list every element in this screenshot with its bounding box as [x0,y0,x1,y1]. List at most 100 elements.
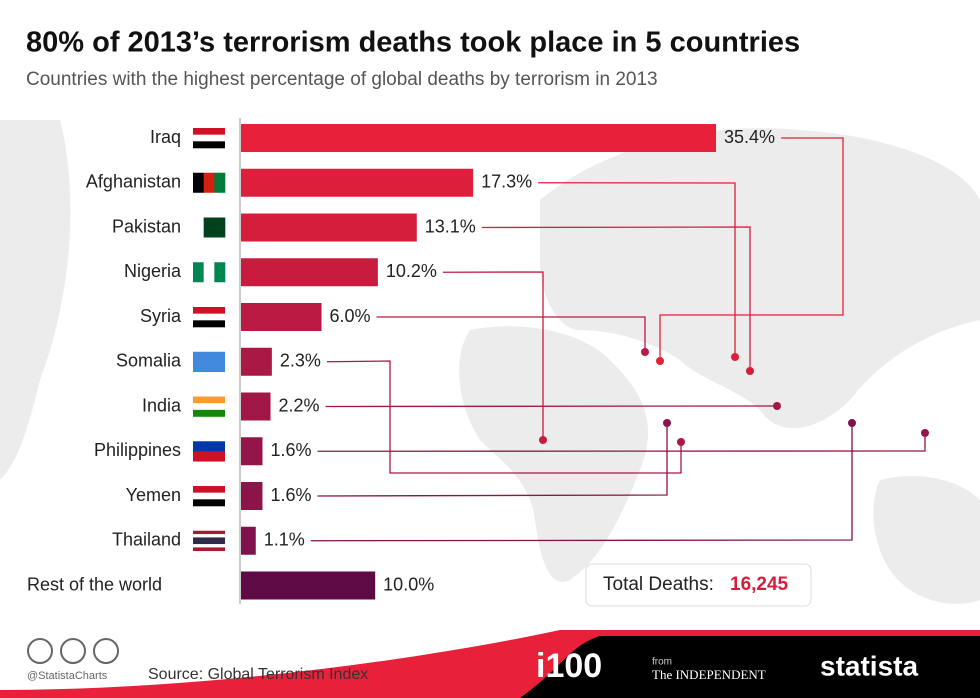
connector-line [376,316,646,352]
flag-stripe [193,537,225,542]
value-label: 1.1% [264,530,305,550]
value-label: 10.0% [383,574,434,594]
flag-stripe [193,403,225,411]
flag-stripe [203,262,215,283]
category-label: Thailand [112,530,181,550]
flag-stripe [193,544,225,548]
category-label: Syria [140,306,182,326]
brand-i100: i100 [536,647,602,685]
chart-subtitle: Countries with the highest percentage of… [26,69,658,90]
connector-line [659,137,844,361]
connector-line [310,423,853,542]
flag [193,128,225,149]
flag-stripe [193,530,225,535]
flag-stripe [193,358,225,366]
map-dot [921,429,929,437]
flag-stripe [214,262,226,283]
flag-stripe [193,409,225,417]
flag-stripe [193,172,204,193]
value-label: 1.6% [270,440,311,460]
bar [241,258,378,287]
world-map-background [0,120,980,604]
flag-stripe [193,492,225,500]
value-label: 6.0% [330,306,371,326]
bar [241,571,376,600]
value-label: 10.2% [386,261,437,281]
brand-from: from [652,657,672,668]
brand-statista: statista [820,650,918,681]
category-label: Rest of the world [27,574,162,594]
total-value: 16,245 [730,574,789,595]
flag-stripe [193,262,204,283]
connector-line [325,405,778,408]
category-label: India [142,395,182,415]
value-label: 13.1% [425,216,476,236]
flag-stripe [193,451,225,462]
bar [241,303,322,331]
connector-line [326,360,682,474]
flag-stripe [214,172,226,193]
connector-line [442,271,544,440]
flag-stripe [193,134,225,142]
bar [241,124,716,152]
flag-stripe [193,141,225,149]
flag-stripe [193,320,225,328]
flag [193,530,225,552]
connector-line [481,226,751,371]
map-dot [746,367,754,375]
value-label: 1.6% [270,485,311,505]
flag-stripe [203,217,215,238]
map-dot [539,436,547,444]
bar [241,168,474,197]
category-label: Afghanistan [86,172,181,192]
flag-stripe [193,351,225,359]
bar [241,482,263,510]
handle: @StatistaCharts [27,670,108,682]
bar [241,437,263,466]
total-label: Total Deaths: [603,574,714,595]
category-label: Iraq [150,127,181,147]
connector-line [538,182,736,357]
flag [193,396,225,417]
flag [193,486,225,507]
flag-stripe [193,128,225,135]
value-label: 2.2% [279,395,320,415]
source: Source: Global Terrorism Index [148,666,368,683]
category-label: Somalia [116,351,182,371]
category-label: Yemen [126,485,181,505]
total-box [585,563,812,607]
flag [193,172,226,193]
bar [241,392,271,421]
value-label: 35.4% [724,127,775,147]
connectors [310,137,929,542]
flag-stripe [193,217,204,238]
category-label: Pakistan [112,216,181,236]
category-label: Nigeria [124,261,182,281]
flag-stripe [193,313,225,321]
flag-stripe [203,172,215,193]
flag-stripe [193,547,225,552]
map-dot [773,402,781,410]
flag-stripe [193,365,225,373]
flag-stripe [193,534,225,538]
brand-independent: The INDEPENDENT [652,667,766,682]
bar [241,526,256,555]
bars [241,124,716,600]
license-icons [27,638,119,664]
flag [193,307,225,328]
flag [193,217,226,238]
map-dot [663,419,671,427]
flag [193,441,225,462]
flag-stripe [193,396,225,404]
value-label: 17.3% [481,172,532,192]
footer-band [520,636,980,698]
value-label: 2.3% [280,351,321,371]
flag [193,262,226,283]
flag [193,351,225,373]
flag-stripe [193,499,225,507]
connector-line [317,433,926,452]
map-dot [731,353,739,361]
connector-line [317,423,668,497]
bar [241,213,417,242]
